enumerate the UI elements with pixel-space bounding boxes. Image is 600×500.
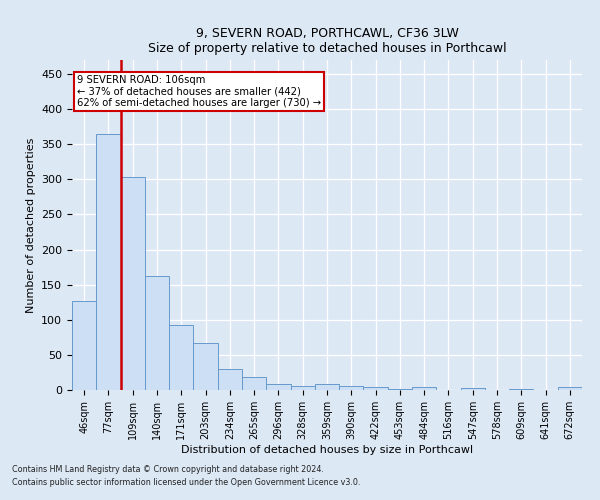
Bar [96, 134, 121, 390]
Text: Contains HM Land Registry data © Crown copyright and database right 2024.: Contains HM Land Registry data © Crown c… [12, 466, 324, 474]
Bar [558, 387, 582, 390]
Bar [72, 301, 96, 390]
Bar [290, 386, 315, 390]
Text: 9 SEVERN ROAD: 106sqm
← 37% of detached houses are smaller (442)
62% of semi-det: 9 SEVERN ROAD: 106sqm ← 37% of detached … [77, 75, 321, 108]
Y-axis label: Number of detached properties: Number of detached properties [26, 138, 35, 312]
Bar [145, 276, 169, 390]
Bar [315, 384, 339, 390]
Bar [364, 387, 388, 390]
Bar [461, 388, 485, 390]
X-axis label: Distribution of detached houses by size in Porthcawl: Distribution of detached houses by size … [181, 444, 473, 454]
Bar [169, 324, 193, 390]
Text: Contains public sector information licensed under the Open Government Licence v3: Contains public sector information licen… [12, 478, 361, 487]
Bar [218, 369, 242, 390]
Bar [242, 378, 266, 390]
Bar [266, 384, 290, 390]
Bar [193, 343, 218, 390]
Bar [339, 386, 364, 390]
Bar [412, 387, 436, 390]
Bar [121, 178, 145, 390]
Title: 9, SEVERN ROAD, PORTHCAWL, CF36 3LW
Size of property relative to detached houses: 9, SEVERN ROAD, PORTHCAWL, CF36 3LW Size… [148, 26, 506, 54]
